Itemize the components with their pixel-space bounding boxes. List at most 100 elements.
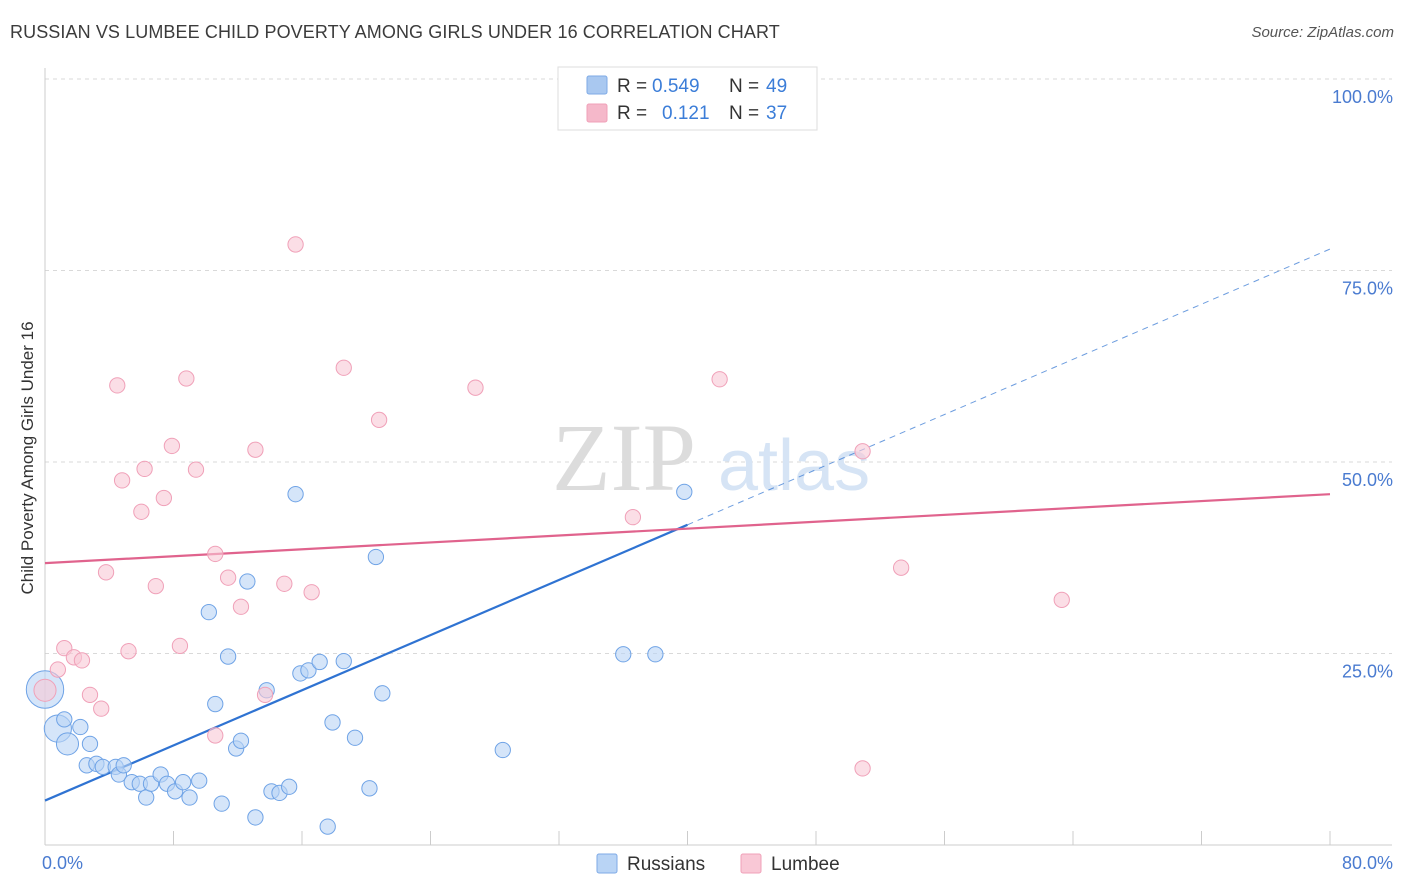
legend-russians-swatch [586, 75, 608, 95]
legend-lumbee-label[interactable]: Lumbee [771, 854, 840, 875]
russians-point [213, 795, 230, 812]
russians-point [300, 662, 317, 679]
lumbee-point [147, 577, 164, 595]
legend-lumbee-swatch [586, 103, 608, 123]
lumbee-point [178, 370, 195, 387]
lumbee-point [207, 727, 224, 744]
y-tick-label: 25.0% [1342, 662, 1393, 682]
lumbee-point [892, 559, 910, 576]
russians-point [247, 809, 264, 826]
russians-point [81, 735, 99, 753]
lumbee-point [287, 236, 304, 253]
lumbee-point [256, 686, 274, 704]
lumbee-point [467, 379, 484, 396]
russians-point [207, 695, 224, 713]
y-tick-label: 75.0% [1342, 279, 1393, 299]
legend-lumbee-n-label: N = [729, 103, 759, 124]
russians-point [319, 818, 336, 835]
lumbee-point [73, 652, 91, 669]
lumbee-point [33, 678, 57, 702]
legend-lumbee-marker[interactable] [740, 853, 762, 874]
russians-point [287, 486, 304, 503]
russians-point [494, 741, 511, 759]
russians-point [138, 789, 155, 806]
legend-lumbee-r-value: 0.121 [662, 103, 710, 124]
lumbee-point [335, 359, 352, 376]
russians-point [200, 603, 217, 621]
x-tick-label-min: 0.0% [42, 853, 83, 873]
lumbee-point [187, 461, 205, 478]
russians-trend-line [44, 523, 688, 802]
russians-point [676, 483, 693, 501]
lumbee-point [854, 760, 871, 777]
russians-point [219, 648, 237, 665]
y-axis-label: Child Poverty Among Girls Under 16 [18, 321, 37, 594]
legend-russians-marker[interactable] [596, 853, 618, 874]
lumbee-point [276, 575, 293, 592]
chart-title: RUSSIAN VS LUMBEE CHILD POVERTY AMONG GI… [10, 22, 780, 42]
trend-lines [44, 248, 1331, 802]
axes [44, 68, 1392, 846]
lumbee-point [207, 545, 224, 563]
russians-point [311, 653, 328, 671]
lumbee-point [624, 509, 642, 526]
russians-point [615, 646, 632, 663]
lumbee-point [113, 472, 131, 489]
russians-point [56, 711, 73, 728]
legend-series: Russians Lumbee [596, 853, 840, 875]
russians-point [174, 774, 192, 791]
grid-lines [45, 78, 1392, 654]
russians-point [335, 653, 352, 670]
russians-trend-extension [687, 248, 1331, 526]
lumbee-point [711, 371, 728, 388]
lumbee-point [219, 569, 237, 586]
russians-point [181, 789, 198, 806]
watermark: ZIP atlas [552, 404, 870, 511]
lumbee-point [303, 584, 320, 601]
lumbee-point [171, 637, 189, 654]
legend-russians-n-label: N = [729, 76, 759, 97]
lumbee-point [370, 411, 388, 429]
x-tick-label-max: 80.0% [1342, 853, 1393, 873]
russians-point [281, 778, 298, 795]
russians-point [191, 772, 208, 789]
russians-point [232, 732, 250, 749]
source-label: Source: ZipAtlas.com [1251, 24, 1394, 41]
lumbee-point [854, 443, 871, 460]
russians-point [72, 718, 89, 736]
y-tick-label: 50.0% [1342, 470, 1393, 490]
legend-stats: R = 0.549 N = 49 R = 0.121 N = 37 [557, 66, 818, 131]
russians-point [361, 780, 378, 797]
russians-point [115, 757, 132, 774]
lumbee-point [163, 437, 181, 455]
legend-lumbee-r-label: R = [617, 103, 647, 124]
y-tick-label: 100.0% [1332, 87, 1393, 107]
lumbee-point [136, 460, 153, 478]
lumbee-point [247, 441, 264, 458]
lumbee-point [93, 700, 110, 717]
legend-lumbee-n-value: 37 [766, 103, 787, 124]
lumbee-point [232, 598, 250, 615]
lumbee-point [81, 686, 99, 704]
lumbee-point [155, 489, 173, 507]
data-points [25, 236, 1070, 835]
legend-russians-label[interactable]: Russians [627, 854, 705, 875]
legend-russians-r-value: 0.549 [652, 76, 700, 97]
lumbee-point [109, 377, 126, 394]
legend-russians-n-value: 49 [766, 76, 787, 97]
russians-point [367, 548, 385, 566]
lumbee-trend-line [44, 493, 1331, 565]
lumbee-point [49, 661, 66, 678]
russians-point [647, 646, 664, 663]
russians-point [239, 573, 256, 590]
watermark-zip: ZIP [552, 404, 696, 511]
tick-labels: 25.0% 50.0% 75.0% 100.0% 0.0% 80.0% [42, 87, 1393, 873]
russians-point [324, 714, 341, 731]
russians-point [55, 732, 80, 756]
lumbee-point [133, 503, 150, 520]
russians-point [346, 729, 364, 746]
watermark-atlas: atlas [718, 426, 870, 506]
lumbee-point [1053, 591, 1070, 609]
lumbee-point [97, 564, 115, 581]
